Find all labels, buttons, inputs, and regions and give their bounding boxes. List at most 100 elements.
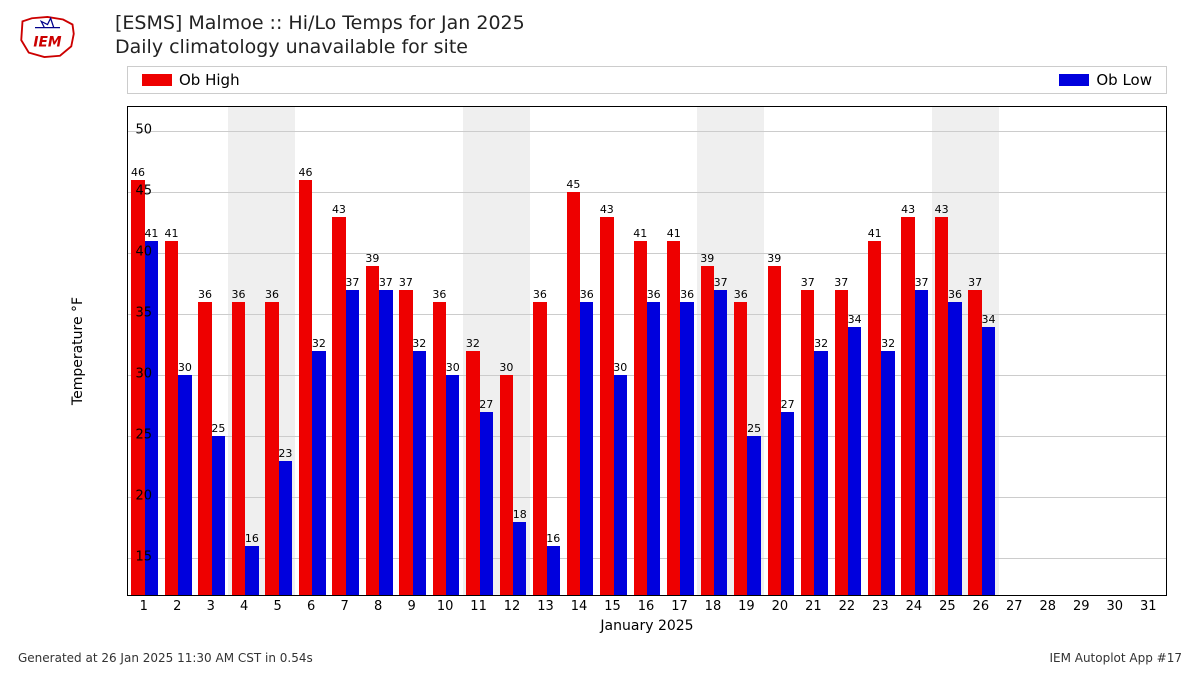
bar-high: [165, 241, 178, 595]
bar-label-low: 25: [211, 422, 225, 435]
y-axis-label: Temperature °F: [70, 297, 86, 405]
bar-label-low: 34: [982, 313, 996, 326]
bar-low: [814, 351, 827, 595]
x-tick-label: 31: [1140, 599, 1157, 614]
x-tick-label: 19: [738, 599, 755, 614]
legend-label-low: Ob Low: [1096, 71, 1152, 89]
bar-high: [198, 302, 211, 595]
bar-high: [533, 302, 546, 595]
bar-label-high: 36: [432, 288, 446, 301]
gridline: [128, 131, 1166, 132]
bar-label-high: 37: [834, 276, 848, 289]
y-tick-label: 35: [135, 306, 152, 321]
x-tick-label: 6: [307, 599, 315, 614]
legend-swatch-low: [1059, 74, 1089, 86]
bar-label-low: 36: [948, 288, 962, 301]
bar-high: [299, 180, 312, 595]
bar-low: [915, 290, 928, 595]
chart-subtitle: Daily climatology unavailable for site: [115, 36, 525, 58]
bar-label-high: 37: [968, 276, 982, 289]
bar-label-low: 37: [915, 276, 929, 289]
bar-high: [734, 302, 747, 595]
bar-high: [131, 180, 144, 595]
bar-low: [446, 375, 459, 595]
x-tick-label: 13: [537, 599, 554, 614]
bar-low: [680, 302, 693, 595]
x-axis-label: January 2025: [600, 618, 693, 634]
bar-label-low: 30: [613, 361, 627, 374]
bar-high: [634, 241, 647, 595]
x-tick-label: 28: [1040, 599, 1057, 614]
bar-high: [600, 217, 613, 595]
bar-label-low: 30: [446, 361, 460, 374]
bar-high: [901, 217, 914, 595]
bar-label-low: 36: [580, 288, 594, 301]
bar-label-low: 32: [312, 337, 326, 350]
bar-label-high: 32: [466, 337, 480, 350]
y-tick-label: 15: [135, 550, 152, 565]
bar-label-low: 32: [412, 337, 426, 350]
bar-low: [781, 412, 794, 595]
x-tick-label: 29: [1073, 599, 1090, 614]
y-tick-label: 30: [135, 367, 152, 382]
bar-label-low: 18: [513, 508, 527, 521]
bar-label-high: 36: [231, 288, 245, 301]
bar-label-low: 37: [379, 276, 393, 289]
x-tick-label: 16: [638, 599, 655, 614]
x-tick-label: 8: [374, 599, 382, 614]
bar-high: [500, 375, 513, 595]
bar-high: [232, 302, 245, 595]
x-tick-label: 23: [872, 599, 889, 614]
bar-label-high: 46: [131, 166, 145, 179]
bar-label-high: 41: [633, 227, 647, 240]
bar-label-low: 30: [178, 361, 192, 374]
x-tick-label: 18: [705, 599, 722, 614]
x-tick-label: 30: [1106, 599, 1123, 614]
bar-low: [346, 290, 359, 595]
x-tick-label: 5: [274, 599, 282, 614]
bar-label-low: 25: [747, 422, 761, 435]
bar-label-high: 36: [198, 288, 212, 301]
y-tick-label: 20: [135, 489, 152, 504]
x-tick-label: 7: [341, 599, 349, 614]
bar-high: [466, 351, 479, 595]
x-tick-label: 3: [207, 599, 215, 614]
bar-label-low: 37: [714, 276, 728, 289]
bar-label-high: 39: [365, 252, 379, 265]
bar-high: [366, 266, 379, 595]
bar-high: [567, 192, 580, 595]
bar-low: [178, 375, 191, 595]
bar-label-low: 41: [144, 227, 158, 240]
bar-low: [580, 302, 593, 595]
chart-title: [ESMS] Malmoe :: Hi/Lo Temps for Jan 202…: [115, 12, 525, 34]
bar-label-high: 36: [265, 288, 279, 301]
bar-label-high: 41: [667, 227, 681, 240]
x-tick-label: 4: [240, 599, 248, 614]
x-tick-label: 17: [671, 599, 688, 614]
iem-logo: IEM: [15, 12, 80, 62]
legend-item-low: Ob Low: [1059, 71, 1152, 89]
bar-label-low: 32: [814, 337, 828, 350]
bar-high: [868, 241, 881, 595]
bar-low: [982, 327, 995, 595]
bar-label-low: 36: [680, 288, 694, 301]
bar-low: [145, 241, 158, 595]
bar-low: [948, 302, 961, 595]
bar-label-low: 27: [781, 398, 795, 411]
bar-low: [513, 522, 526, 595]
bar-label-high: 43: [600, 203, 614, 216]
bar-low: [379, 290, 392, 595]
legend: Ob High Ob Low: [127, 66, 1167, 94]
legend-swatch-high: [142, 74, 172, 86]
bar-low: [614, 375, 627, 595]
bar-high: [399, 290, 412, 595]
gridline: [128, 253, 1166, 254]
bar-label-high: 39: [700, 252, 714, 265]
bar-label-low: 16: [245, 532, 259, 545]
bar-low: [848, 327, 861, 595]
bar-label-high: 37: [399, 276, 413, 289]
x-tick-label: 20: [772, 599, 789, 614]
x-tick-label: 9: [407, 599, 415, 614]
bar-label-high: 46: [298, 166, 312, 179]
bar-low: [547, 546, 560, 595]
